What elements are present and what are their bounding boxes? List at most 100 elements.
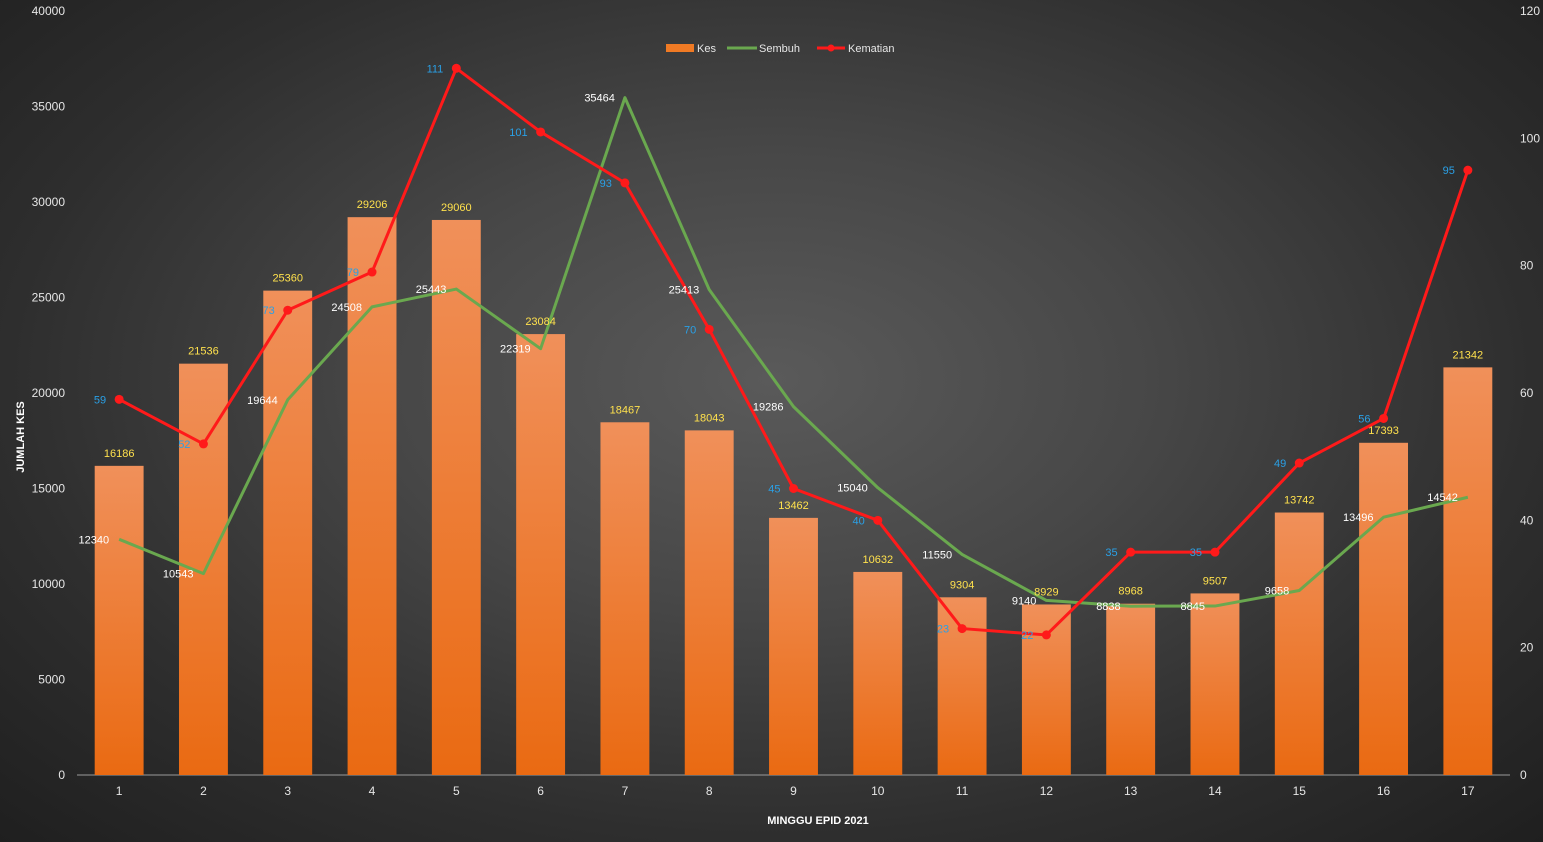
data-label-sembuh: 8838 bbox=[1096, 601, 1120, 613]
data-label-sembuh: 11550 bbox=[922, 549, 952, 561]
y2-tick-label: 20 bbox=[1520, 641, 1534, 655]
right-axis: 0 20 40 60 80 100 120 bbox=[1520, 4, 1540, 782]
y-tick-label: 15000 bbox=[32, 482, 66, 496]
data-label-kes: 18467 bbox=[610, 404, 641, 416]
legend-kes-swatch bbox=[666, 44, 694, 52]
data-label-kes: 29206 bbox=[357, 199, 388, 211]
bar-kes bbox=[347, 217, 397, 775]
x-tick-label: 7 bbox=[622, 784, 629, 798]
x-tick-label: 10 bbox=[871, 784, 885, 798]
y-axis-title: JUMLAH KES bbox=[15, 401, 27, 473]
bar-kes bbox=[263, 290, 313, 775]
data-label-sembuh: 25413 bbox=[669, 285, 700, 297]
x-tick-label: 17 bbox=[1461, 784, 1475, 798]
x-tick-label: 5 bbox=[453, 784, 460, 798]
x-tick-label: 9 bbox=[790, 784, 797, 798]
data-label-kes: 29060 bbox=[441, 202, 472, 214]
data-label-kes: 10632 bbox=[862, 554, 893, 566]
legend: Kes Sembuh Kematian bbox=[666, 43, 894, 55]
y-tick-label: 10000 bbox=[32, 577, 66, 591]
data-label-kes: 25360 bbox=[272, 273, 303, 285]
y2-tick-label: 40 bbox=[1520, 513, 1534, 527]
bar-kes bbox=[516, 334, 566, 775]
data-label-kes: 21342 bbox=[1453, 349, 1484, 361]
data-label-kematian: 45 bbox=[768, 484, 780, 496]
point-kematian bbox=[1041, 630, 1051, 640]
bar-series-kes bbox=[94, 217, 1493, 776]
point-kematian bbox=[1126, 547, 1136, 557]
bar-kes bbox=[94, 465, 144, 775]
data-label-sembuh: 19644 bbox=[247, 395, 278, 407]
data-label-kematian: 52 bbox=[178, 439, 190, 451]
bar-kes bbox=[431, 219, 481, 776]
x-tick-label: 3 bbox=[284, 784, 291, 798]
x-axis: 1 2 3 4 5 6 7 8 9 10 11 12 13 14 15 16 17 bbox=[116, 784, 1475, 798]
data-label-kematian: 93 bbox=[600, 178, 612, 190]
data-label-kematian: 79 bbox=[347, 267, 359, 279]
data-label-sembuh: 14542 bbox=[1427, 492, 1458, 504]
x-tick-label: 15 bbox=[1293, 784, 1307, 798]
data-label-sembuh: 13496 bbox=[1343, 512, 1374, 524]
data-label-sembuh: 12340 bbox=[79, 534, 110, 546]
point-kematian bbox=[451, 63, 461, 73]
x-tick-label: 6 bbox=[537, 784, 544, 798]
bar-kes bbox=[1359, 442, 1409, 775]
line-sembuh bbox=[118, 96, 1469, 608]
y2-tick-label: 0 bbox=[1520, 768, 1527, 782]
y-tick-label: 20000 bbox=[32, 386, 66, 400]
data-label-sembuh: 15040 bbox=[837, 483, 868, 495]
y2-tick-label: 120 bbox=[1520, 4, 1540, 18]
data-label-kematian: 59 bbox=[94, 394, 106, 406]
data-label-kes: 17393 bbox=[1368, 425, 1399, 437]
point-kematian bbox=[1463, 165, 1473, 175]
bar-kes bbox=[1443, 367, 1493, 775]
data-label-kes: 9507 bbox=[1203, 575, 1227, 587]
x-tick-label: 14 bbox=[1208, 784, 1222, 798]
data-label-kematian: 40 bbox=[853, 515, 865, 527]
data-label-kematian: 73 bbox=[262, 305, 274, 317]
x-tick-label: 1 bbox=[116, 784, 123, 798]
data-label-kematian: 101 bbox=[509, 127, 527, 139]
x-tick-label: 12 bbox=[1040, 784, 1054, 798]
point-kematian bbox=[957, 624, 967, 634]
point-kematian bbox=[114, 394, 124, 404]
data-label-sembuh: 9140 bbox=[1012, 595, 1036, 607]
x-axis-title: MINGGU EPID 2021 bbox=[767, 815, 868, 827]
x-tick-label: 16 bbox=[1377, 784, 1391, 798]
point-kematian bbox=[367, 267, 377, 277]
data-label-kes: 13742 bbox=[1284, 495, 1315, 507]
bar-kes bbox=[684, 430, 734, 775]
x-tick-label: 8 bbox=[706, 784, 713, 798]
y-tick-label: 5000 bbox=[38, 673, 65, 687]
y-tick-label: 0 bbox=[58, 768, 65, 782]
data-label-kematian: 35 bbox=[1190, 547, 1202, 559]
x-tick-label: 11 bbox=[956, 784, 969, 798]
data-label-sembuh: 9658 bbox=[1265, 586, 1289, 598]
x-tick-label: 4 bbox=[369, 784, 376, 798]
bar-kes bbox=[178, 363, 228, 775]
y2-tick-label: 60 bbox=[1520, 386, 1534, 400]
y2-tick-label: 80 bbox=[1520, 259, 1534, 273]
data-label-kes: 8968 bbox=[1118, 586, 1142, 598]
y2-tick-label: 100 bbox=[1520, 131, 1540, 145]
data-label-sembuh: 24508 bbox=[331, 302, 362, 314]
data-label-kes: 13462 bbox=[778, 500, 809, 512]
point-kematian bbox=[873, 515, 883, 525]
data-label-kematian: 95 bbox=[1443, 165, 1455, 177]
data-label-sembuh: 10543 bbox=[163, 569, 194, 581]
legend-kematian-label: Kematian bbox=[848, 43, 894, 55]
data-label-kematian: 56 bbox=[1358, 413, 1370, 425]
legend-sembuh-label: Sembuh bbox=[759, 43, 800, 55]
data-label-kematian: 35 bbox=[1105, 547, 1117, 559]
data-label-kematian: 49 bbox=[1274, 458, 1286, 470]
bar-kes bbox=[600, 422, 650, 775]
bar-kes bbox=[1190, 593, 1240, 775]
data-label-kes: 18043 bbox=[694, 412, 725, 424]
data-label-kes: 21536 bbox=[188, 346, 219, 358]
y-tick-label: 40000 bbox=[32, 4, 66, 18]
data-label-kematian: 111 bbox=[427, 63, 444, 75]
point-kematian bbox=[198, 439, 208, 449]
point-kematian bbox=[1210, 547, 1220, 557]
data-label-sembuh: 19286 bbox=[753, 402, 784, 414]
